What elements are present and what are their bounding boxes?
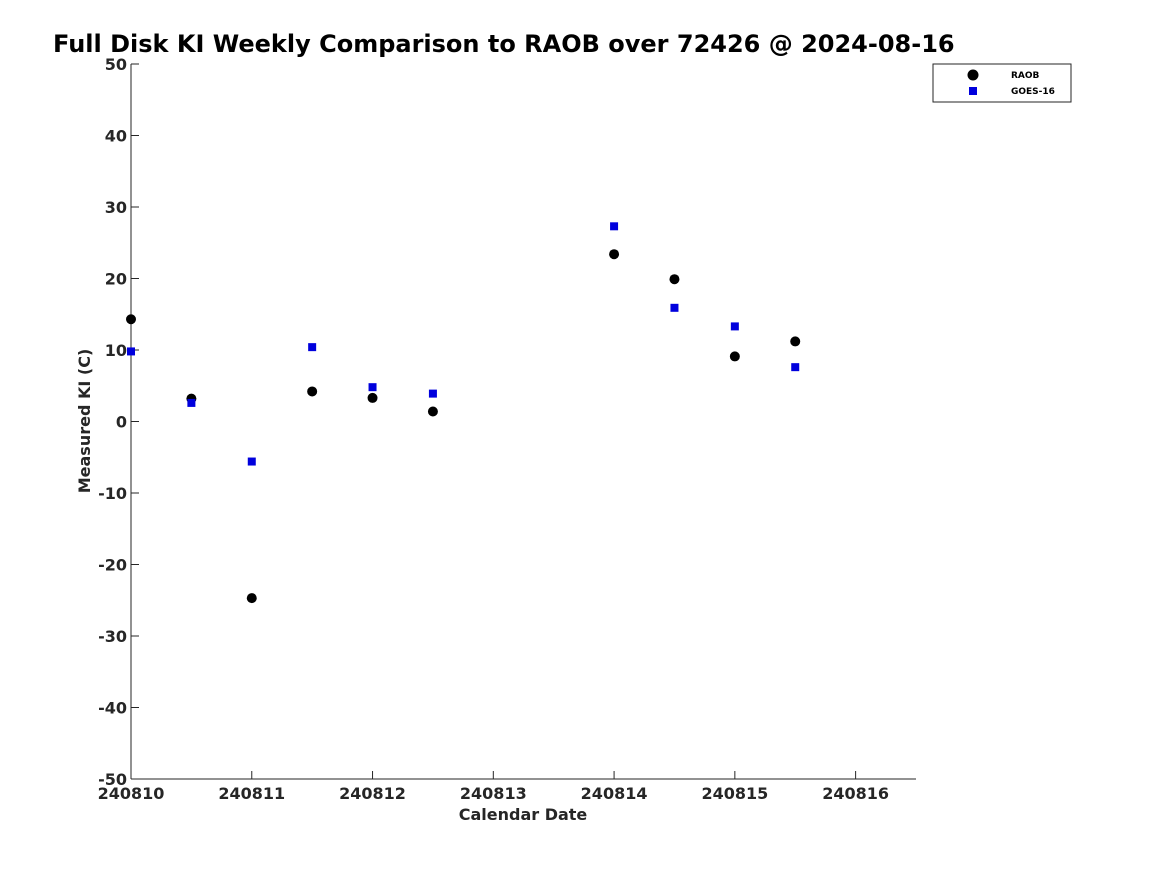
y-tick-label: 40 — [105, 127, 127, 146]
goes16-data-point — [247, 457, 256, 466]
goes16-data-point — [368, 383, 377, 392]
y-tick-label: -20 — [98, 556, 127, 575]
goes16-data-point — [187, 398, 196, 407]
data-points — [126, 222, 801, 604]
y-tick-label: -50 — [98, 770, 127, 789]
goes16-data-point — [127, 347, 135, 356]
x-tick-label: 240810 — [98, 784, 165, 803]
y-tick-label: 0 — [116, 413, 127, 432]
goes16-data-point — [670, 303, 679, 312]
x-tick-label: 240811 — [218, 784, 285, 803]
x-axis-label: Calendar Date — [459, 805, 588, 824]
y-tick-label: -40 — [98, 699, 127, 718]
y-tick-label: -30 — [98, 627, 127, 646]
x-tick-label: 240816 — [822, 784, 889, 803]
goes16-data-point — [308, 343, 317, 352]
legend-goes16-label: GOES-16 — [1011, 87, 1055, 97]
plot-axes — [130, 64, 916, 780]
y-axis-ticks: 50 40 30 20 10 0 -10 -20 -30 -40 -50 — [98, 55, 139, 789]
raob-data-point — [790, 336, 801, 347]
x-tick-label: 240815 — [701, 784, 768, 803]
y-tick-label: 20 — [105, 270, 127, 289]
legend-box — [932, 63, 1072, 103]
raob-data-point — [669, 274, 680, 285]
y-axis-label: Measured KI (C) — [75, 349, 94, 494]
x-tick-label: 240812 — [339, 784, 406, 803]
y-tick-label: 10 — [105, 341, 127, 360]
raob-data-point — [307, 386, 318, 397]
y-tick-label: 30 — [105, 198, 127, 217]
raob-data-point — [427, 406, 438, 417]
raob-data-point — [246, 593, 257, 604]
legend-raob-marker — [967, 69, 979, 81]
raob-data-point — [367, 392, 378, 403]
raob-data-point — [729, 351, 740, 362]
legend-goes16-marker — [969, 87, 977, 95]
raob-data-point — [126, 314, 136, 325]
x-axis-ticks: 240810 240811 240812 240813 240814 240815 2408… — [98, 771, 889, 803]
legend: RAOB GOES-16 — [932, 63, 1072, 103]
y-tick-label: -10 — [98, 484, 127, 503]
goes16-data-point — [730, 322, 739, 331]
x-tick-label: 240814 — [581, 784, 648, 803]
x-tick-label: 240813 — [460, 784, 527, 803]
goes16-data-point — [428, 389, 437, 398]
goes16-data-point — [610, 222, 619, 231]
y-tick-label: 50 — [105, 55, 127, 74]
raob-data-point — [609, 249, 620, 260]
legend-raob-label: RAOB — [1011, 71, 1040, 81]
goes16-data-point — [791, 363, 800, 372]
chart-title: Full Disk KI Weekly Comparison to RAOB o… — [53, 30, 955, 58]
